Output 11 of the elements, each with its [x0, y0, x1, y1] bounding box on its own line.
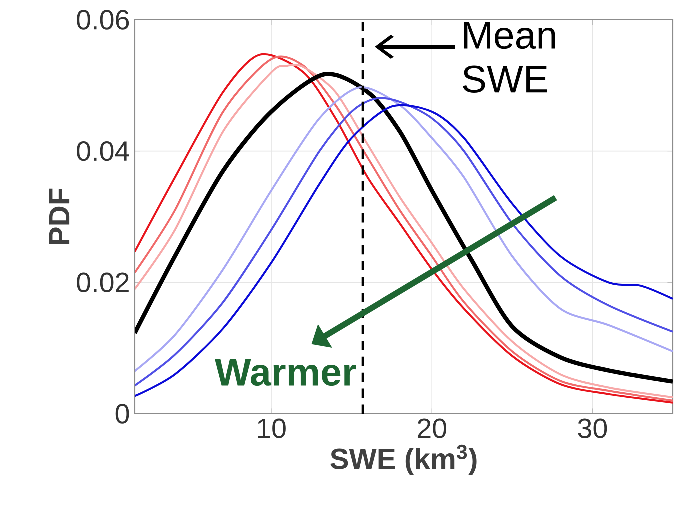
y-tick-label: 0 [116, 404, 130, 424]
y-tick-label: 0.02 [77, 272, 129, 293]
y-tick-label: 0.06 [77, 10, 130, 30]
y-axis-title: PDF [49, 188, 70, 244]
x-tick-label: 10 [258, 418, 286, 438]
ref-line-label: Mean SWE [463, 22, 556, 93]
x-tick-label: 30 [578, 418, 608, 438]
annotation: Warmer [215, 359, 356, 386]
y-tick-label: 0.04 [77, 141, 130, 162]
x-tick-label: 20 [418, 418, 447, 438]
x-axis-title: SWE (km$^{3}$) [330, 444, 477, 476]
